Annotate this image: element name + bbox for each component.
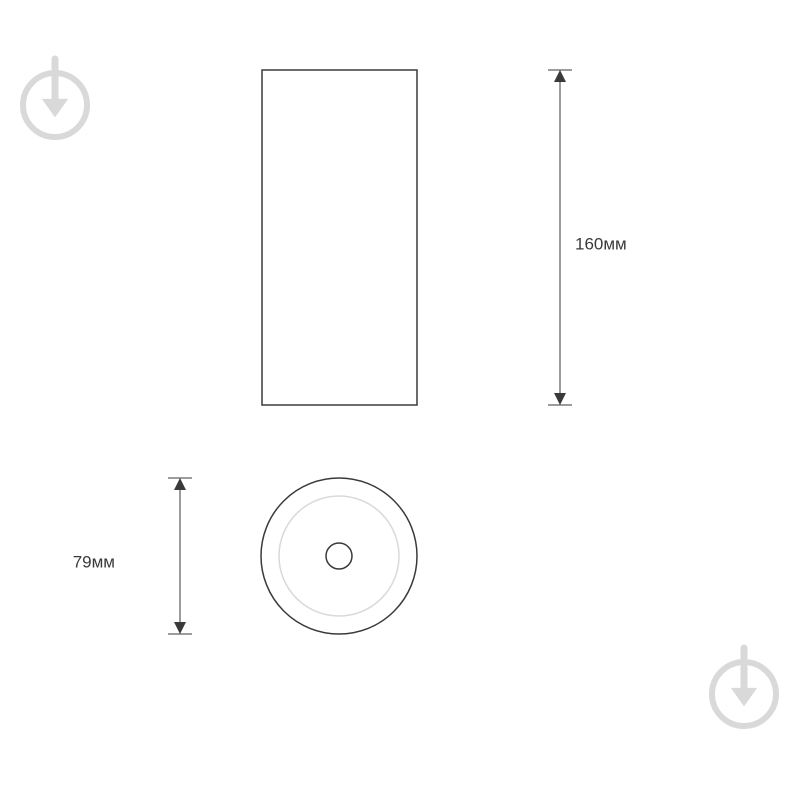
technical-drawing: 160мм 79мм [0, 0, 799, 799]
side-view-rect [262, 70, 417, 405]
dimension-label: 79мм [73, 552, 115, 571]
dimension-label: 160мм [575, 234, 627, 253]
bottom-view-outer-circle [261, 478, 417, 634]
dimension-height: 160мм [548, 70, 627, 405]
watermark-download-icon [23, 59, 87, 137]
watermark-download-icon [712, 648, 776, 726]
bottom-view-ring-circle [279, 496, 399, 616]
dimension-diameter: 79мм [73, 478, 192, 634]
bottom-view-inner-circle [326, 543, 352, 569]
